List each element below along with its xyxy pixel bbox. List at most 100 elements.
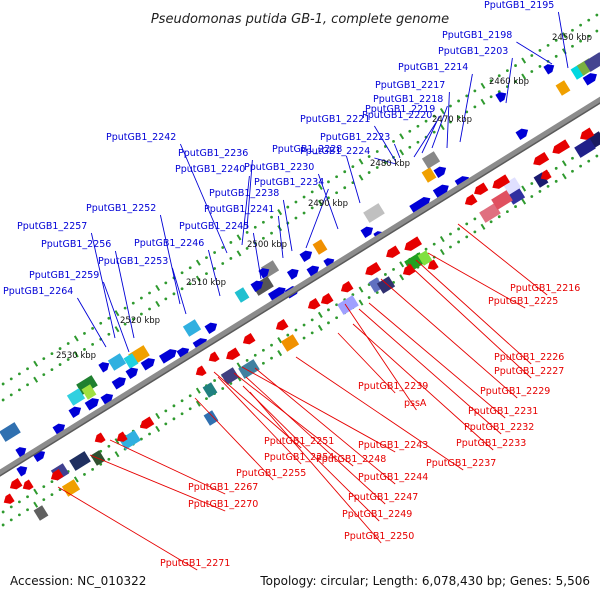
reverse-gene-arrow <box>540 169 552 180</box>
gene-label[interactable]: PputGB1_2271 <box>160 558 230 569</box>
gene-label[interactable]: PputGB1_2228 <box>272 144 342 155</box>
leader-line <box>374 125 397 163</box>
gene-label[interactable]: PputGB1_2252 <box>86 203 156 214</box>
ruler-dot <box>335 316 338 320</box>
ruler-tick <box>33 488 39 495</box>
ruler-dot <box>367 296 371 299</box>
gene-label[interactable]: PputGB1_2217 <box>375 80 445 91</box>
leader-line <box>89 454 226 512</box>
gene-label[interactable]: PputGB1_2221 <box>300 114 370 125</box>
ruler-dot <box>58 363 62 366</box>
gene-label[interactable]: PputGB1_2239 <box>358 381 428 392</box>
gene-label[interactable]: PputGB1_2243 <box>358 440 428 451</box>
gene-label[interactable]: PputGB1_2224 <box>300 146 370 157</box>
gene-label[interactable]: PputGB1_2231 <box>468 406 538 417</box>
leader-line <box>374 157 397 165</box>
ruler-dot <box>50 368 54 372</box>
ruler-dot <box>416 124 420 128</box>
gene-label[interactable]: PputGB1_2220 <box>362 110 432 121</box>
ruler-dot <box>489 95 493 99</box>
cog-block <box>570 64 586 80</box>
leader-line <box>457 223 548 296</box>
ruler-dot <box>327 180 330 184</box>
gene-label[interactable]: PputGB1_2264 <box>3 286 73 297</box>
ruler-dot <box>473 230 477 234</box>
leader-line <box>446 91 450 149</box>
cog-block <box>533 172 549 188</box>
gene-label[interactable]: PputGB1_2246 <box>134 238 204 249</box>
ruler-dot <box>327 321 330 325</box>
gene-label[interactable]: PputGB1_2249 <box>342 509 412 520</box>
ruler-dot <box>123 322 127 326</box>
gene-label[interactable]: PputGB1_2251 <box>264 436 334 447</box>
gene-label[interactable]: PputGB1_2230 <box>244 162 314 173</box>
ruler-tick <box>317 324 323 331</box>
ruler-dot <box>42 373 46 377</box>
ruler-dot <box>213 267 217 270</box>
gene-label[interactable]: PputGB1_2244 <box>358 472 428 483</box>
gene-label[interactable]: PputGB1_2247 <box>348 492 418 503</box>
gene-label[interactable]: PputGB1_2237 <box>426 458 496 469</box>
ruler-dot <box>245 246 249 250</box>
forward-gene-arrow <box>250 280 264 292</box>
ruler-dot <box>571 28 574 32</box>
gene-label[interactable]: PputGB1_2250 <box>344 531 414 542</box>
ruler-dot <box>571 169 574 173</box>
gene-label[interactable]: PputGB1_2227 <box>494 366 564 377</box>
leader-line <box>352 323 494 451</box>
gene-label[interactable]: PputGB1_2195 <box>484 0 554 11</box>
gene-label[interactable]: pssA <box>404 398 427 409</box>
gene-label[interactable]: PputGB1_2270 <box>188 499 258 510</box>
gene-label[interactable]: PputGB1_2238 <box>209 188 279 199</box>
gene-label[interactable]: PputGB1_2267 <box>188 482 258 493</box>
ruler-tick <box>521 185 527 192</box>
gene-label[interactable]: PputGB1_2242 <box>106 132 176 143</box>
ruler-dot <box>180 399 184 403</box>
gene-label[interactable]: PputGB1_2234 <box>254 177 324 188</box>
gene-label[interactable]: PputGB1_2255 <box>236 468 306 479</box>
leader-line <box>241 175 250 246</box>
ruler-dot <box>42 498 46 502</box>
gene-label[interactable]: PputGB1_2259 <box>29 270 99 281</box>
ruler-dot <box>538 49 542 52</box>
gene-label[interactable]: PputGB1_2245 <box>179 221 249 232</box>
forward-gene-arrow <box>267 287 286 302</box>
gene-label[interactable]: PputGB1_2216 <box>510 283 580 294</box>
gene-label[interactable]: PputGB1_2214 <box>398 62 468 73</box>
leader-line <box>380 278 518 399</box>
gene-label[interactable]: PputGB1_2203 <box>438 46 508 57</box>
gene-label[interactable]: PputGB1_2236 <box>178 148 248 159</box>
ruler-dot <box>270 215 273 219</box>
forward-gene-arrow <box>111 377 126 390</box>
gene-label[interactable]: PputGB1_2241 <box>204 204 274 215</box>
gene-label[interactable]: PputGB1_2226 <box>494 352 564 363</box>
ruler-dot <box>83 332 86 335</box>
ruler-dot <box>554 54 558 58</box>
leader-line <box>252 232 262 280</box>
gene-label[interactable]: PputGB1_2257 <box>17 221 87 232</box>
gene-label[interactable]: PputGB1_2254 <box>264 452 334 463</box>
gene-label[interactable]: PputGB1_2232 <box>464 422 534 433</box>
gene-label[interactable]: PputGB1_2256 <box>41 239 111 250</box>
ruler-tick <box>439 107 445 115</box>
ruler-dot <box>229 257 233 260</box>
ruler-tick <box>195 400 201 407</box>
ruler-tick <box>33 501 39 508</box>
forward-gene-arrow <box>98 362 110 373</box>
gene-label[interactable]: PputGB1_2223 <box>320 132 390 143</box>
gene-label[interactable]: PputGB1_2225 <box>488 296 558 307</box>
ruler-dot <box>473 105 477 109</box>
gene-label[interactable]: PputGB1_2218 <box>373 94 443 105</box>
gene-label[interactable]: PputGB1_2253 <box>98 256 168 267</box>
forward-gene-arrow <box>286 268 299 280</box>
gene-label[interactable]: PputGB1_2198 <box>442 30 512 41</box>
gene-label[interactable]: PputGB1_2240 <box>175 164 245 175</box>
gene-labels[interactable]: PputGB1_2195 PputGB1_2198 PputGB1_2203 Pput… <box>3 0 580 569</box>
gene-label[interactable]: PputGB1_2219 <box>365 104 435 115</box>
gene-label[interactable]: PputGB1_2248 <box>316 454 386 465</box>
reverse-gene-arrow <box>464 194 478 206</box>
gene-label[interactable]: PputGB1_2233 <box>456 438 526 449</box>
gene-label[interactable]: PputGB1_2229 <box>480 386 550 397</box>
ruler-dot <box>302 211 306 215</box>
